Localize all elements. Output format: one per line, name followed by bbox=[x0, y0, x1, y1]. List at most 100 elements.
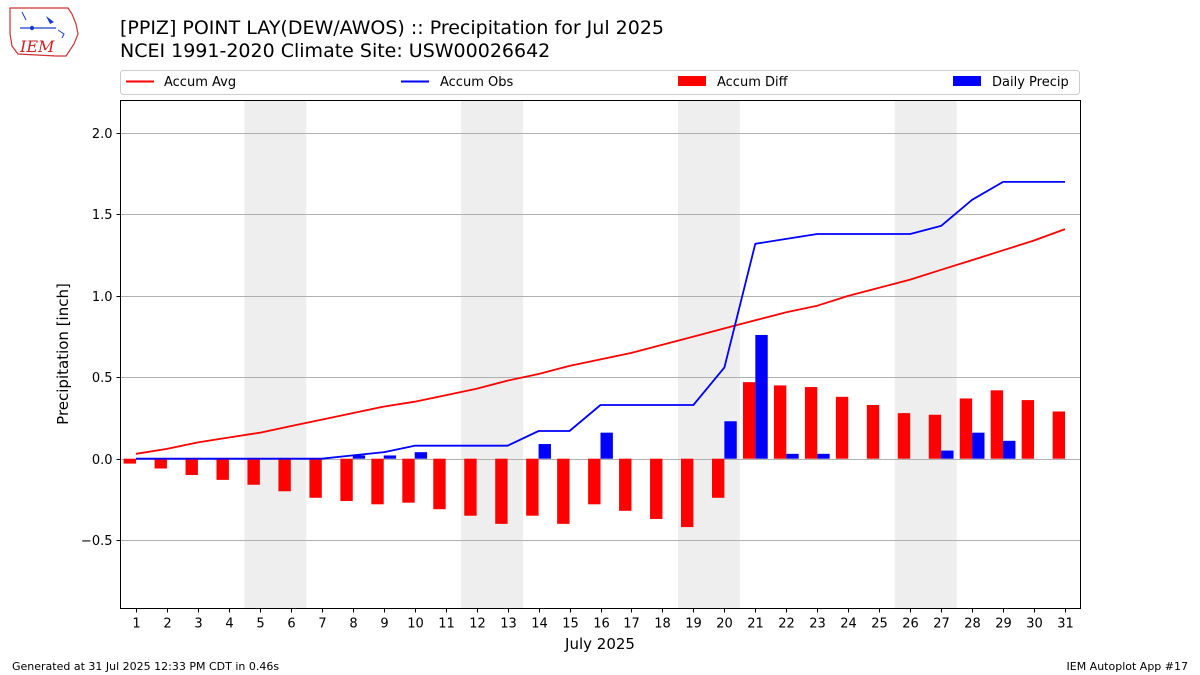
legend-frame bbox=[120, 70, 1080, 95]
accum-diff-bar-day-9 bbox=[371, 458, 384, 505]
y-tick-label: 0.5 bbox=[92, 371, 113, 386]
iem-logo: IEM bbox=[6, 4, 82, 64]
bars bbox=[123, 334, 1066, 528]
accum-diff-bar-day-5 bbox=[247, 458, 260, 485]
accum-diff-bar-day-22 bbox=[773, 385, 787, 459]
y-axis-label: Precipitation [inch] bbox=[54, 283, 72, 425]
y-tick-label: 0.0 bbox=[92, 453, 113, 468]
accum-diff-bar-day-14 bbox=[526, 458, 539, 516]
weekend-band-4 bbox=[894, 100, 957, 609]
y-tick-label: −0.5 bbox=[81, 534, 113, 549]
accum-diff-bar-day-4 bbox=[216, 458, 229, 480]
x-tick-label: 28 bbox=[964, 617, 981, 632]
daily-precip-bar-day-8 bbox=[352, 455, 366, 459]
daily-precip-bar-day-27 bbox=[941, 450, 954, 459]
y-tick-label: 1.0 bbox=[92, 290, 113, 305]
x-tick-label: 3 bbox=[194, 617, 202, 632]
daily-precip-bar-day-22 bbox=[786, 453, 799, 459]
x-tick-label: 22 bbox=[778, 617, 795, 632]
x-tick-label: 12 bbox=[469, 617, 486, 632]
accum-avg-line bbox=[135, 228, 1066, 455]
x-tick-label: 23 bbox=[809, 617, 826, 632]
app-note: IEM Autoplot App #17 bbox=[1066, 660, 1189, 673]
legend: Accum Avg Accum Obs Accum Diff Daily Pre… bbox=[120, 70, 1080, 95]
x-tick-label: 16 bbox=[593, 617, 610, 632]
accum-diff-bar-day-23 bbox=[804, 387, 818, 459]
daily-precip-bar-day-29 bbox=[1003, 440, 1016, 459]
weekend-band-2 bbox=[461, 100, 524, 609]
x-tick-label: 17 bbox=[623, 617, 640, 632]
accum-obs-line bbox=[136, 180, 1065, 460]
x-tick-label: 1 bbox=[132, 617, 140, 632]
accum-diff-bar-day-17 bbox=[619, 458, 632, 511]
daily-precip-bar-day-14 bbox=[538, 444, 551, 459]
accum-diff-bar-day-1 bbox=[123, 458, 136, 464]
accum-diff-bar-day-2 bbox=[154, 458, 167, 469]
x-axis-label: July 2025 bbox=[564, 635, 635, 653]
accum-diff-bar-day-29 bbox=[990, 390, 1004, 459]
legend-daily-swatch bbox=[953, 76, 981, 86]
x-tick-label: 11 bbox=[438, 617, 455, 632]
x-tick-label: 18 bbox=[654, 617, 671, 632]
daily-precip-bar-day-9 bbox=[383, 455, 397, 459]
accum-diff-bar-day-25 bbox=[866, 404, 880, 459]
accum-diff-bar-day-11 bbox=[433, 458, 446, 510]
legend-daily-label: Daily Precip bbox=[992, 75, 1069, 90]
legend-diff-swatch bbox=[678, 76, 706, 86]
accum-diff-bar-day-13 bbox=[495, 458, 508, 524]
x-tick-label: 27 bbox=[933, 617, 950, 632]
legend-avg-label: Accum Avg bbox=[164, 75, 236, 90]
legend-obs-label: Accum Obs bbox=[440, 75, 513, 90]
accum-diff-bar-day-26 bbox=[897, 413, 911, 459]
x-tick-label: 2 bbox=[163, 617, 171, 632]
weekend-shading bbox=[244, 100, 957, 609]
x-tick-label: 21 bbox=[747, 617, 764, 632]
daily-precip-bar-day-16 bbox=[600, 432, 613, 459]
accum-diff-bar-day-24 bbox=[835, 396, 849, 459]
x-tick-label: 26 bbox=[902, 617, 919, 632]
accum-diff-bar-day-10 bbox=[402, 458, 415, 503]
accum-diff-bar-day-20 bbox=[711, 458, 725, 498]
y-tick-label: 1.5 bbox=[92, 208, 113, 223]
x-tick-label: 31 bbox=[1057, 617, 1074, 632]
x-tick-label: 8 bbox=[349, 617, 357, 632]
x-tick-label: 5 bbox=[256, 617, 264, 632]
accum-diff-bar-day-7 bbox=[309, 458, 322, 498]
accum-diff-bar-day-19 bbox=[681, 458, 694, 528]
x-tick-label: 4 bbox=[225, 617, 233, 632]
x-tick-label: 15 bbox=[562, 617, 579, 632]
x-tick-label: 10 bbox=[407, 617, 424, 632]
plot-frame bbox=[120, 100, 1081, 609]
accum-diff-bar-day-31 bbox=[1052, 411, 1066, 459]
accum-diff-bar-day-27 bbox=[928, 414, 942, 459]
daily-precip-bar-day-21 bbox=[755, 334, 768, 459]
axes: −0.50.00.51.01.52.01 2 3 4 5 6 7 8 9 10 11 12 13 14 15… bbox=[81, 127, 1074, 632]
accum-diff-bar-day-18 bbox=[650, 458, 663, 519]
x-tick-label: 6 bbox=[287, 617, 295, 632]
daily-precip-bar-day-20 bbox=[724, 421, 737, 459]
x-tick-label: 19 bbox=[685, 617, 702, 632]
daily-precip-bar-day-28 bbox=[972, 432, 985, 459]
generated-note: Generated at 31 Jul 2025 12:33 PM CDT in… bbox=[12, 660, 280, 673]
x-tick-label: 25 bbox=[871, 617, 888, 632]
accum-diff-bar-day-12 bbox=[464, 458, 477, 516]
accum-diff-bar-day-3 bbox=[185, 458, 198, 475]
lines bbox=[135, 180, 1066, 460]
x-tick-label: 24 bbox=[840, 617, 857, 632]
x-tick-label: 30 bbox=[1026, 617, 1043, 632]
x-tick-label: 29 bbox=[995, 617, 1012, 632]
y-tick-label: 2.0 bbox=[92, 127, 113, 142]
accum-diff-bar-day-21 bbox=[742, 382, 756, 459]
accum-diff-bar-day-15 bbox=[557, 458, 570, 524]
daily-precip-bar-day-23 bbox=[817, 453, 830, 459]
accum-diff-bar-day-28 bbox=[959, 398, 973, 459]
weekend-band-3 bbox=[677, 100, 740, 609]
accum-diff-bar-day-6 bbox=[278, 458, 291, 492]
chart-subtitle: NCEI 1991-2020 Climate Site: USW00026642 bbox=[120, 40, 551, 62]
accum-diff-bar-day-8 bbox=[340, 458, 353, 502]
logo-text: IEM bbox=[19, 37, 55, 56]
weekend-band-1 bbox=[244, 100, 307, 609]
accum-diff-bar-day-30 bbox=[1021, 400, 1035, 459]
accum-diff-bar-day-16 bbox=[588, 458, 601, 505]
